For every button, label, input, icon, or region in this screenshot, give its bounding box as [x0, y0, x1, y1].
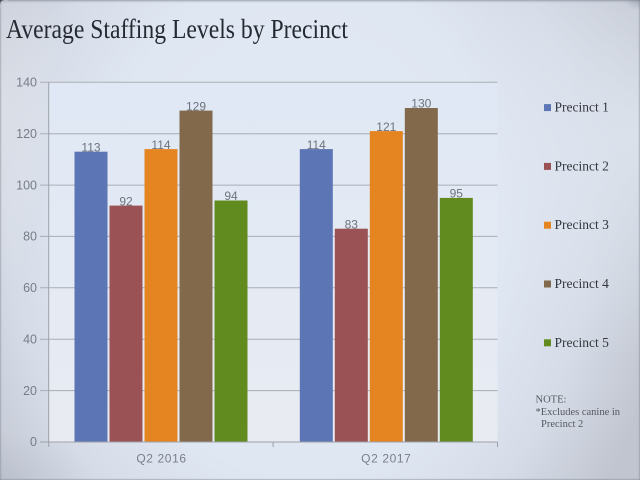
svg-text:20: 20 — [23, 384, 37, 398]
svg-text:Precinct 2: Precinct 2 — [555, 158, 609, 173]
svg-text:129: 129 — [186, 99, 206, 113]
svg-text:100: 100 — [16, 178, 37, 192]
svg-text:Precinct 5: Precinct 5 — [555, 335, 610, 350]
svg-text:80: 80 — [23, 230, 37, 244]
svg-text:Q2 2017: Q2 2017 — [361, 452, 411, 466]
svg-text:83: 83 — [345, 217, 359, 231]
svg-text:114: 114 — [151, 138, 170, 152]
svg-text:95: 95 — [450, 187, 464, 201]
svg-text:121: 121 — [376, 120, 396, 134]
svg-text:113: 113 — [81, 140, 100, 154]
svg-text:114: 114 — [307, 138, 326, 152]
svg-text:120: 120 — [16, 127, 37, 141]
svg-text:40: 40 — [23, 332, 37, 346]
svg-text:Q2 2016: Q2 2016 — [136, 452, 186, 466]
svg-text:Precinct 2: Precinct 2 — [541, 419, 583, 430]
svg-text:NOTE:: NOTE: — [536, 395, 567, 406]
svg-text:Precinct 3: Precinct 3 — [555, 217, 610, 232]
svg-text:94: 94 — [224, 189, 238, 203]
svg-text:92: 92 — [119, 194, 133, 208]
svg-text:*Excludes canine in: *Excludes canine in — [536, 407, 621, 418]
svg-text:0: 0 — [30, 435, 37, 449]
svg-text:60: 60 — [23, 281, 37, 295]
svg-text:130: 130 — [411, 97, 431, 111]
svg-text:140: 140 — [16, 76, 37, 90]
svg-text:Precinct 4: Precinct 4 — [555, 276, 610, 291]
svg-text:Precinct 1: Precinct 1 — [555, 100, 609, 115]
